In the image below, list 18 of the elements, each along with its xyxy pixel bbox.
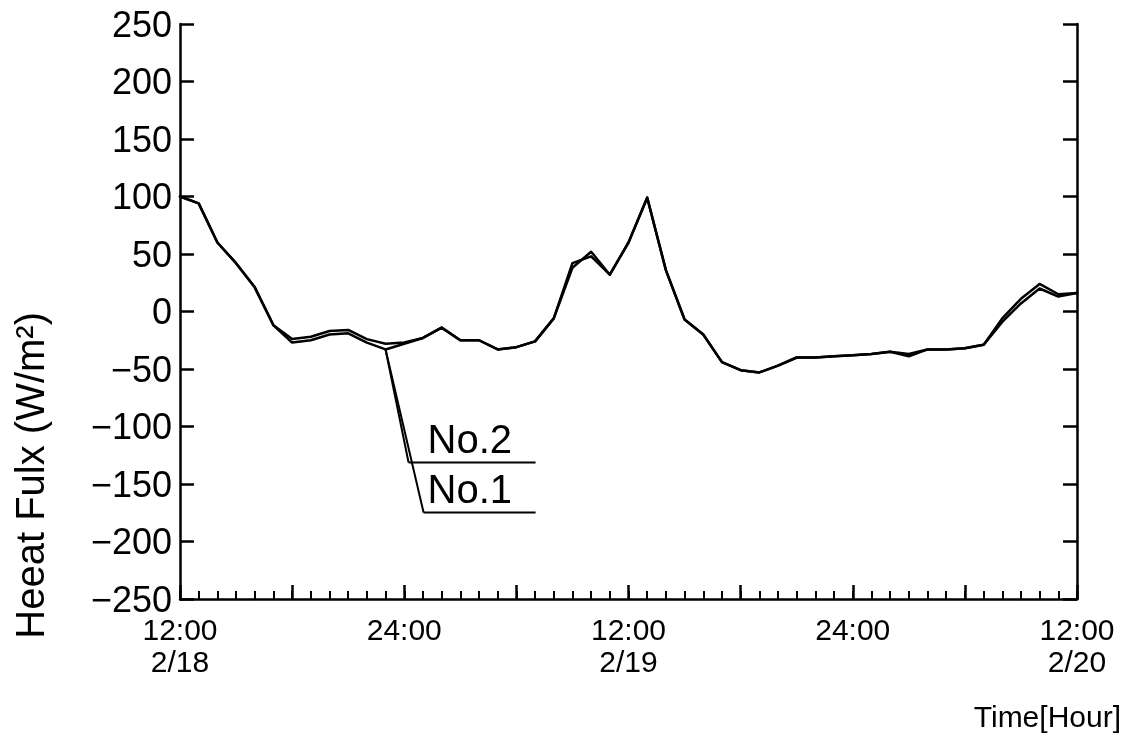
x-tick-label: 24:00 bbox=[815, 612, 891, 646]
y-tick-label: −150 bbox=[90, 463, 172, 505]
y-tick-label: −50 bbox=[110, 348, 172, 390]
y-tick-label: 200 bbox=[111, 61, 172, 102]
x-tick-label: 24:00 bbox=[366, 612, 442, 646]
x-axis-title: Time[Hour] bbox=[973, 699, 1121, 733]
x-tick-label: 12:00 2/19 bbox=[590, 612, 667, 678]
legend-label: No.1 bbox=[427, 467, 513, 512]
y-tick-label: −100 bbox=[90, 406, 172, 447]
y-tick-label: 150 bbox=[111, 118, 172, 160]
y-axis-title: Heeat Fulx (W/m²) bbox=[8, 312, 52, 639]
y-tick-label: 0 bbox=[151, 291, 172, 332]
y-tick-label: 100 bbox=[111, 176, 172, 217]
y-tick-label: 250 bbox=[111, 3, 172, 45]
y-tick-label: 50 bbox=[131, 233, 172, 275]
x-tick-label: 12:00 2/20 bbox=[1039, 612, 1115, 678]
series-label: No.2 bbox=[427, 417, 513, 462]
y-tick-label: −200 bbox=[90, 521, 172, 562]
